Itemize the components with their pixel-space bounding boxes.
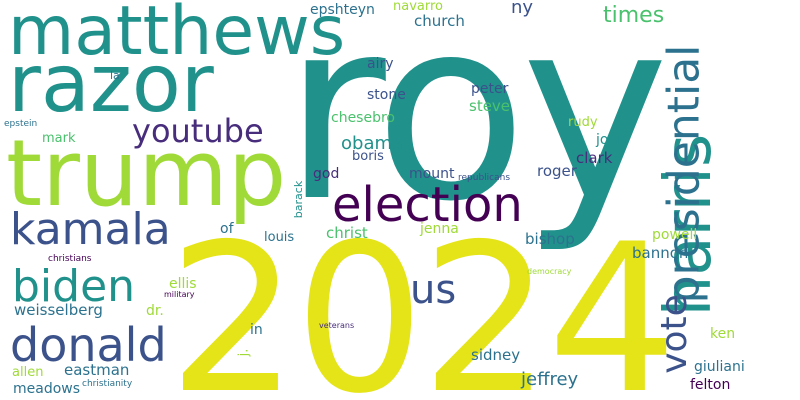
word-razor: razor xyxy=(8,37,214,130)
word-felton: felton xyxy=(690,377,731,393)
word-barack: barack xyxy=(292,180,306,219)
word-dr: dr. xyxy=(146,303,164,319)
word-veterans: veterans xyxy=(319,321,355,330)
word-bannon: bannon xyxy=(632,244,689,262)
word-eastman: eastman xyxy=(64,361,130,379)
word-trump: trump xyxy=(6,120,287,227)
word-christians: christians xyxy=(48,254,92,264)
word-roy: roy xyxy=(283,0,669,256)
word-chesebro: chesebro xyxy=(331,110,395,126)
word-election: election xyxy=(332,177,523,233)
word-republicans: republicans xyxy=(458,173,511,183)
word-weisselberg: weisselberg xyxy=(14,301,103,319)
word-obama: obama xyxy=(341,133,404,154)
word-of: of xyxy=(220,221,234,237)
word-donald: donald xyxy=(10,318,167,372)
word-steve: steve xyxy=(469,97,511,115)
word-powell: powell xyxy=(652,227,698,243)
word-mount: mount xyxy=(409,166,455,182)
word-god: god xyxy=(313,166,340,182)
word-epshteyn: epshteyn xyxy=(310,2,375,18)
word-stone: stone xyxy=(367,87,406,103)
word-clark: clark xyxy=(576,149,613,167)
word-vote: vote xyxy=(653,294,695,374)
word-youtube: youtube xyxy=(132,112,264,150)
word-boris: boris xyxy=(352,149,384,164)
word-times: times xyxy=(603,3,665,28)
word-allen: allen xyxy=(12,365,44,380)
word-la: la xyxy=(110,69,120,82)
word-military: military xyxy=(164,290,195,299)
word-sidney: sidney xyxy=(471,346,521,364)
word-democracy: democracy xyxy=(527,267,572,276)
word-us: us xyxy=(410,267,457,313)
word-j: j. xyxy=(236,348,252,357)
word-airy: airy xyxy=(367,56,394,72)
word-ellis: ellis xyxy=(169,276,197,292)
word-louis: louis xyxy=(264,230,295,245)
word-meadows: meadows xyxy=(13,381,81,397)
word-bishop: bishop xyxy=(525,230,575,248)
word-christ: christ xyxy=(326,224,368,242)
word-in: in xyxy=(250,322,263,338)
word-jeffrey: jeffrey xyxy=(521,369,579,390)
word-matthews: matthews xyxy=(8,0,346,71)
word-epstein: epstein xyxy=(4,119,38,129)
word-christianity: christianity xyxy=(82,379,133,389)
word-2024: 2024 xyxy=(168,201,678,400)
word-roger: roger xyxy=(537,162,577,180)
word-mark: mark xyxy=(42,131,76,146)
word-jenna: jenna xyxy=(420,221,459,237)
word-rudy: rudy xyxy=(568,115,598,130)
word-john: john xyxy=(596,132,627,148)
word-kamala: kamala xyxy=(10,204,171,255)
word-presidential: presidential xyxy=(658,44,710,304)
word-peter: peter xyxy=(471,81,509,97)
word-ny: ny xyxy=(511,0,534,18)
word-navarro: navarro xyxy=(393,0,443,14)
word-ken: ken xyxy=(710,326,736,342)
word-biden: biden xyxy=(12,261,136,312)
word-giuliani: giuliani xyxy=(694,359,745,375)
word-church: church xyxy=(414,12,465,30)
